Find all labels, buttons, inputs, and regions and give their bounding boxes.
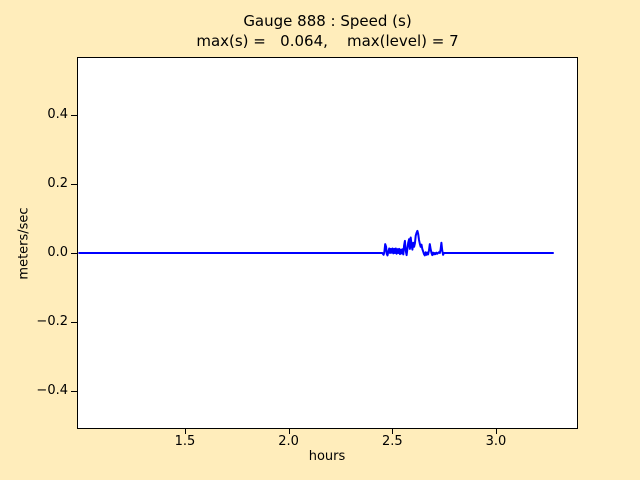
y-tick-label: 0.2 bbox=[47, 175, 68, 191]
x-tick-mark bbox=[495, 428, 497, 434]
x-tick-label: 2.0 bbox=[278, 434, 299, 449]
x-tick-mark bbox=[184, 428, 186, 434]
x-tick-mark bbox=[392, 428, 394, 434]
plot-area bbox=[77, 57, 578, 429]
y-tick-mark bbox=[71, 114, 77, 116]
x-axis-label: hours bbox=[308, 449, 346, 464]
y-tick-label: −0.2 bbox=[36, 314, 68, 330]
speed-line-svg bbox=[78, 229, 554, 257]
y-tick-mark bbox=[71, 183, 77, 185]
y-tick-mark bbox=[71, 391, 77, 393]
x-tick-label: 3.0 bbox=[485, 434, 507, 449]
speed-line bbox=[78, 229, 554, 257]
x-tick-label: 2.5 bbox=[381, 434, 403, 449]
y-tick-mark bbox=[71, 322, 77, 324]
y-tick-label: 0.4 bbox=[47, 106, 68, 122]
y-tick-label: 0.0 bbox=[47, 245, 68, 261]
chart-title: Gauge 888 : Speed (s) bbox=[243, 12, 412, 30]
x-tick-label: 1.5 bbox=[174, 434, 196, 449]
y-tick-mark bbox=[71, 253, 77, 255]
x-tick-mark bbox=[288, 428, 290, 434]
y-tick-label: −0.4 bbox=[36, 383, 68, 399]
chart-subtitle: max(s) = 0.064, max(level) = 7 bbox=[196, 32, 459, 50]
